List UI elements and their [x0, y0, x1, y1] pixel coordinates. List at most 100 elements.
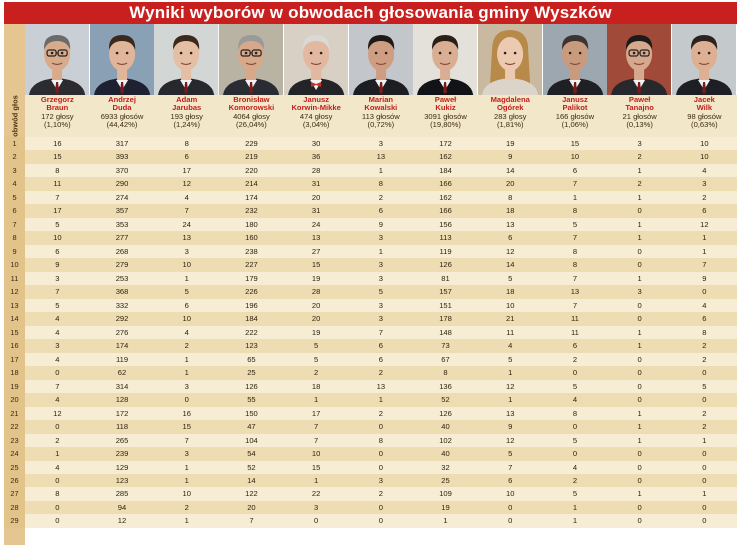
vote-cell: 12 [700, 219, 709, 229]
vote-cell: 157 [439, 287, 452, 297]
vote-cell: 10 [570, 152, 580, 162]
portrait-icon [219, 24, 284, 95]
candidate-first-name: Janusz [303, 95, 330, 104]
vote-cell: 2 [702, 408, 707, 418]
page-title: Wyniki wyborów w obwodach głosowania gmi… [4, 2, 737, 24]
vote-cell: 4 [572, 462, 578, 472]
vote-cell: 160 [245, 233, 258, 243]
vote-cell: 31 [311, 206, 321, 216]
vote-cell: 40 [441, 422, 450, 432]
district-number: 5 [4, 190, 25, 205]
candidate-headers: Grzegorz Braun 172 głosy (1,10%) Andrzej Duda… [25, 95, 737, 137]
vote-cell: 332 [115, 300, 129, 310]
candidate-header-5: Janusz Korwin-Mikke 474 głosy (3,04%) [284, 95, 349, 130]
vote-cell: 9 [702, 273, 707, 283]
vote-cell: 13 [376, 381, 386, 391]
vote-cell: 239 [115, 449, 129, 459]
vote-cell: 2 [378, 489, 383, 499]
district-number: 4 [4, 177, 25, 191]
candidate-last-name: Ogórek [496, 103, 524, 113]
vote-cell: 11 [506, 327, 515, 337]
vote-cell: 1 [637, 422, 642, 432]
vote-cell: 32 [441, 462, 450, 472]
candidate-percent: (44,42%) [106, 120, 138, 130]
vote-cell: 368 [115, 287, 129, 297]
vote-cell: 47 [247, 422, 256, 432]
candidate-photo-8 [477, 24, 543, 95]
vote-cell: 8 [55, 489, 60, 499]
vote-cell: 4 [55, 327, 60, 337]
district-number: 2 [4, 150, 25, 164]
candidate-percent: (0,13%) [626, 120, 653, 130]
table-row: 8 10 277 13 160 13 3 113 6 7 1 1 [4, 231, 737, 245]
vote-cell: 279 [115, 260, 129, 270]
candidate-votes: 474 głosy [299, 111, 333, 121]
vote-cell: 19 [441, 502, 450, 512]
table-row: 3 8 370 17 220 28 1 184 14 6 1 4 [4, 163, 737, 178]
candidate-header-6: Marian Kowalski 113 głosów (0,72%) [349, 95, 414, 130]
district-number: 11 [4, 271, 25, 286]
vote-cell: 0 [637, 381, 642, 391]
vote-cell: 8 [572, 260, 578, 270]
vote-cell: 20 [311, 300, 321, 310]
table-row: 15 4 276 4 222 19 7 148 11 11 1 8 [4, 325, 737, 340]
table-row: 2 15 393 6 219 36 13 162 9 10 2 10 [4, 150, 737, 164]
vote-cell: 3 [55, 273, 60, 283]
vote-cell: 2 [314, 368, 319, 378]
vote-cell: 178 [439, 314, 452, 324]
vote-cell: 6 [184, 152, 189, 162]
vote-cell: 129 [115, 462, 129, 472]
vote-cell: 40 [441, 449, 450, 459]
vote-cell: 4 [572, 395, 578, 405]
candidate-first-name: Magdalena [490, 95, 530, 104]
vote-cell: 10 [182, 489, 191, 499]
vote-cell: 67 [441, 354, 450, 364]
district-number: 3 [4, 163, 25, 178]
candidate-first-name: Adam [176, 95, 198, 104]
candidate-last-name: Tanajno [625, 103, 654, 113]
district-number: 6 [4, 204, 25, 218]
vote-cell: 2 [378, 368, 383, 378]
vote-cell: 22 [311, 489, 321, 499]
table-row: 18 0 62 1 25 2 2 8 1 0 0 0 [4, 366, 737, 380]
vote-cell: 123 [115, 476, 129, 485]
vote-cell: 3 [637, 139, 642, 148]
vote-cell: 0 [55, 368, 60, 378]
vote-cell: 7 [55, 381, 60, 391]
candidate-votes: 98 głosów [687, 111, 722, 121]
candidate-percent: (26,04%) [236, 120, 267, 130]
vote-cell: 227 [245, 260, 258, 270]
vote-cell: 11 [570, 314, 579, 324]
table-row: 28 0 94 2 20 3 0 19 0 1 0 0 [4, 500, 737, 515]
district-number: 18 [4, 366, 25, 380]
vote-cell: 5 [572, 435, 578, 445]
vote-cell: 6 [378, 354, 383, 364]
vote-cell: 3 [184, 449, 189, 459]
vote-cell: 265 [115, 435, 129, 445]
district-number: 8 [4, 231, 25, 245]
vote-cell: 1 [637, 408, 642, 418]
district-number: 12 [4, 285, 25, 299]
vote-cell: 3 [378, 300, 383, 310]
vote-cell: 3 [378, 233, 383, 243]
district-number: 13 [4, 298, 25, 313]
candidate-votes: 6933 głosów [100, 111, 144, 121]
vote-cell: 1 [184, 476, 189, 485]
district-number: 1 [4, 137, 25, 151]
candidate-header-1: Grzegorz Braun 172 głosy (1,10%) [25, 95, 90, 130]
vote-cell: 15 [311, 462, 321, 472]
candidate-photo-10 [607, 24, 672, 95]
vote-cell: 253 [115, 273, 129, 283]
table-row: 27 8 285 10 122 22 2 109 10 5 1 1 [4, 487, 737, 501]
vote-cell: 1 [508, 368, 513, 378]
vote-cell: 20 [506, 179, 515, 189]
vote-cell: 12 [117, 516, 127, 526]
candidate-votes: 21 głosów [622, 111, 657, 121]
vote-cell: 55 [247, 395, 256, 405]
vote-cell: 0 [702, 502, 707, 512]
vote-cell: 0 [702, 449, 707, 459]
vote-cell: 353 [115, 219, 129, 229]
vote-cell: 24 [182, 219, 191, 229]
candidate-votes: 166 głosów [555, 111, 595, 121]
vote-cell: 0 [572, 449, 578, 459]
